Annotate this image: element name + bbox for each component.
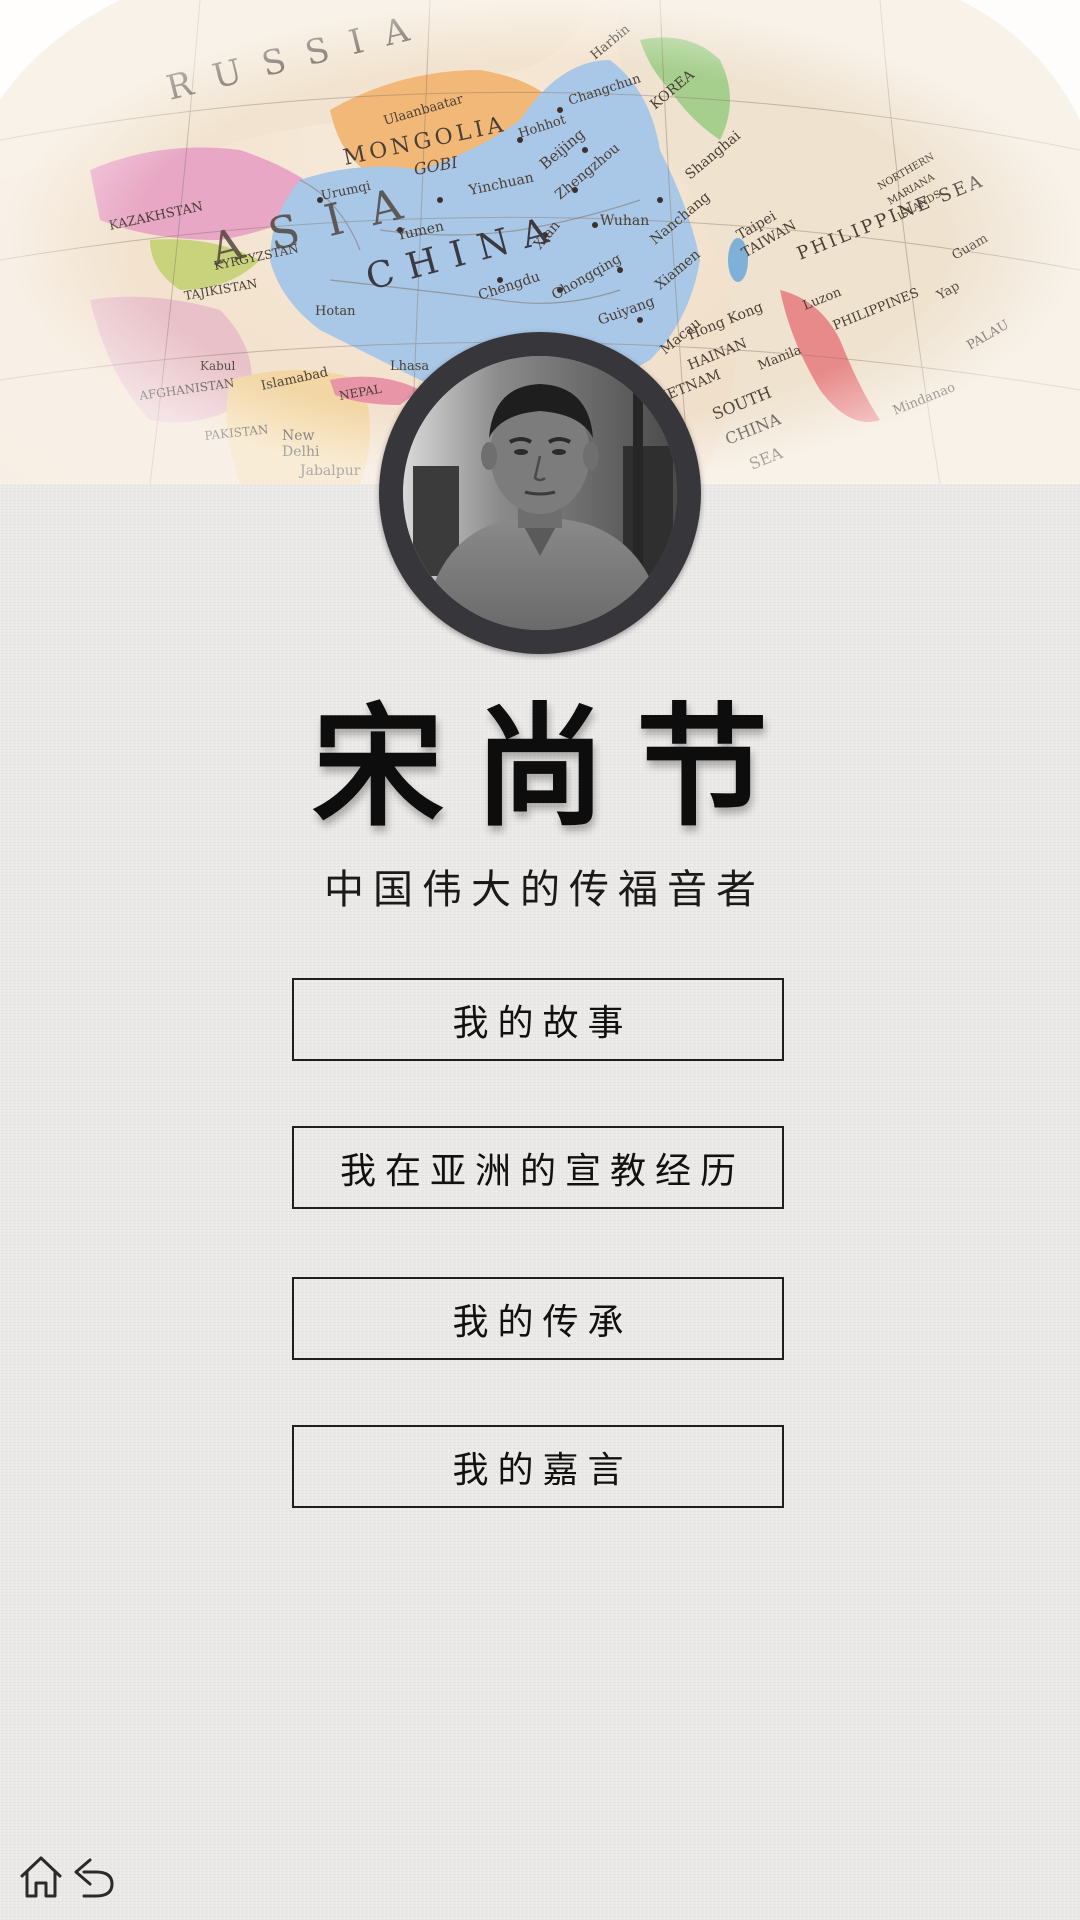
profile-avatar (379, 332, 701, 654)
globe-map-banner: RUSSIA MONGOLIA GOBI ASIA CHINA KAZAKHST… (0, 0, 1080, 484)
person-subtitle: 中国伟大的传福音者 (324, 867, 765, 913)
person-name-title: 宋尚节 (312, 690, 798, 845)
back-arrow-icon[interactable] (70, 1852, 120, 1902)
home-icon[interactable] (16, 1852, 66, 1902)
my-legacy-button[interactable]: 我的传承 (292, 1277, 784, 1360)
asia-mission-experience-button[interactable]: 我在亚洲的宣教经历 (292, 1126, 784, 1209)
my-story-button[interactable]: 我的故事 (292, 978, 784, 1061)
portrait-photo (403, 356, 677, 630)
my-sayings-button[interactable]: 我的嘉言 (292, 1425, 784, 1508)
